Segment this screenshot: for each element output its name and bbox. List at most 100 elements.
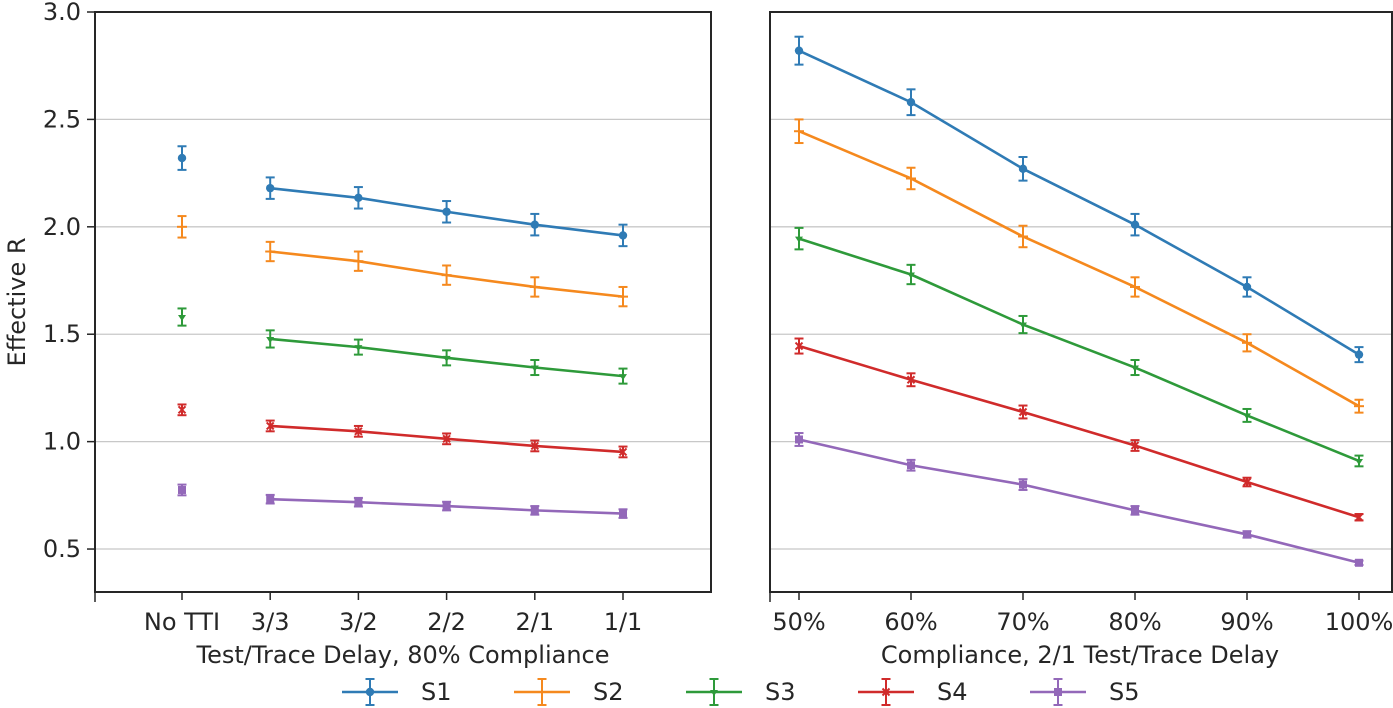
data-point <box>442 200 452 224</box>
marker-circle <box>442 207 451 216</box>
data-point <box>1354 558 1364 567</box>
legend-entry-s2: S2 <box>514 678 624 706</box>
marker-triangle <box>266 336 275 343</box>
data-point <box>353 250 364 272</box>
data-point <box>1018 404 1028 420</box>
series-s5 <box>794 432 1364 567</box>
x-tick-label-3-3: 3/3 <box>251 608 290 636</box>
marker-x <box>1130 441 1140 450</box>
series-s4 <box>794 337 1364 522</box>
data-point <box>1242 530 1252 539</box>
data-point <box>1242 333 1252 353</box>
marker-triangle <box>907 272 915 279</box>
marker-triangle <box>1243 413 1251 420</box>
data-point <box>1242 476 1252 488</box>
x-tick-label-1-1: 1/1 <box>604 608 643 636</box>
marker-triangle <box>354 345 363 352</box>
x-tick-label-50: 50% <box>772 608 825 636</box>
data-point <box>177 403 187 417</box>
series-line <box>798 237 1360 463</box>
legend-label-s4: S4 <box>937 678 968 706</box>
series-line <box>798 344 1360 519</box>
marker-x <box>442 434 451 444</box>
data-point <box>794 432 804 447</box>
marker-x <box>354 427 363 436</box>
marker-square <box>178 485 186 494</box>
data-point <box>906 263 916 286</box>
y-tick-label-1-0: 1.0 <box>43 428 81 456</box>
marker-circle <box>1242 282 1252 292</box>
data-point <box>177 307 187 327</box>
x-tick-label-60: 60% <box>884 608 937 636</box>
x-tick-label-70: 70% <box>996 608 1049 636</box>
x-tick-label-100: 100% <box>1325 608 1393 636</box>
marker-square <box>907 461 915 470</box>
marker-square <box>1355 558 1363 567</box>
marker-square <box>1019 480 1027 489</box>
legend-entry-s4: S4 <box>858 678 968 706</box>
marker-triangle <box>178 315 186 322</box>
data-point <box>618 445 628 459</box>
marker-square <box>530 506 539 515</box>
marker-triangle <box>1355 458 1363 465</box>
legend-label-s1: S1 <box>421 678 452 706</box>
data-point <box>265 329 275 349</box>
marker-square <box>442 502 451 511</box>
marker-x <box>1354 513 1364 522</box>
series-s2 <box>177 215 628 308</box>
marker-triangle <box>442 355 451 362</box>
data-point <box>906 458 916 472</box>
data-point <box>529 276 540 298</box>
plot-frame <box>94 11 712 593</box>
marker-square <box>1131 506 1139 515</box>
data-point <box>441 264 452 286</box>
data-point <box>1018 156 1028 182</box>
marker-triangle <box>530 365 539 372</box>
data-point <box>442 349 452 367</box>
series-s4 <box>177 403 628 459</box>
marker-square <box>266 495 275 504</box>
data-point <box>1130 212 1140 237</box>
data-point <box>353 496 363 508</box>
data-point <box>1018 314 1028 335</box>
marker-x <box>530 441 540 451</box>
data-point <box>353 338 363 356</box>
legend-label-s2: S2 <box>593 678 624 706</box>
marker-square <box>619 509 627 518</box>
data-point <box>353 186 363 210</box>
x-tick-label-2-1: 2/1 <box>515 608 554 636</box>
data-point <box>530 359 540 377</box>
data-point <box>1018 224 1028 249</box>
series-line <box>798 130 1360 408</box>
legend-entry-s3: S3 <box>686 678 796 706</box>
marker-circle <box>1354 350 1364 359</box>
x-tick-label-3-2: 3/2 <box>339 608 378 636</box>
data-point <box>530 439 540 453</box>
marker-square <box>1243 530 1251 539</box>
data-point <box>1354 513 1364 522</box>
marker-square <box>354 498 363 507</box>
series-s3 <box>177 307 628 385</box>
y-tick-label-2-0: 2.0 <box>43 213 81 241</box>
data-point <box>906 166 916 191</box>
data-point <box>1354 346 1364 364</box>
series-s1 <box>794 35 1364 364</box>
y-tick-label-0-5: 0.5 <box>43 535 81 563</box>
legend-label-s5: S5 <box>1109 678 1140 706</box>
marker-circle <box>530 220 539 229</box>
marker-triangle <box>795 236 803 243</box>
marker-circle <box>794 46 804 55</box>
marker-x <box>618 447 628 457</box>
data-point <box>618 285 628 308</box>
marker-circle <box>177 153 187 163</box>
x-tick-label-80: 80% <box>1108 608 1161 636</box>
data-point <box>1130 439 1140 452</box>
marker-x <box>906 375 916 384</box>
legend: S1 S2 S3 S4 S5 <box>342 678 1140 706</box>
data-point <box>1354 454 1364 468</box>
marker-circle <box>354 193 363 203</box>
data-point <box>442 500 452 512</box>
right-x-axis-label: Compliance, 2/1 Test/Trace Delay <box>881 641 1279 669</box>
data-point <box>177 215 187 239</box>
marker-circle <box>365 687 375 697</box>
